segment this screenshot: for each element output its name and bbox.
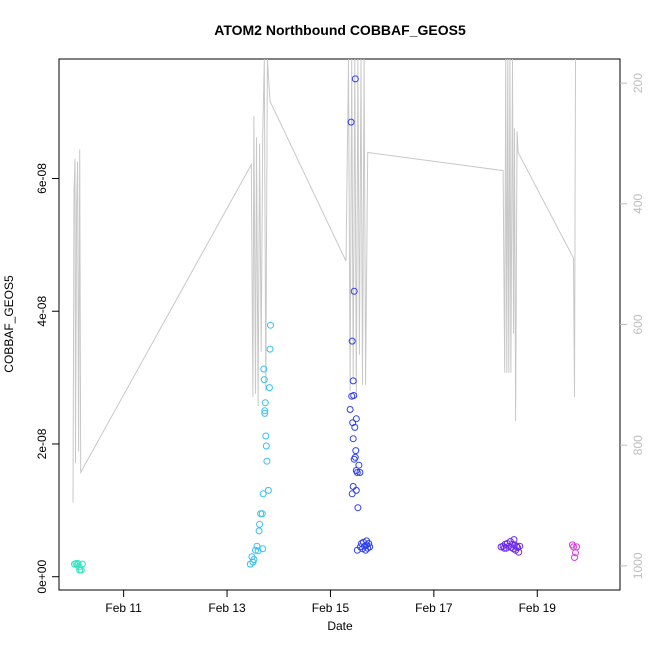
data-point-3-17 <box>500 544 508 552</box>
y-axis-right: 200 400 600 800 1000 <box>620 73 645 579</box>
data-point-1-7 <box>255 527 263 535</box>
data-point-2-17 <box>355 461 363 469</box>
data-point-2-6 <box>346 406 354 413</box>
data-point-1-19 <box>264 486 272 494</box>
data-point-2-1 <box>348 337 356 345</box>
data-point-4-2 <box>571 554 578 561</box>
data-point-1-18 <box>263 457 271 465</box>
data-point-1-6 <box>254 547 262 555</box>
y-tick-label-3: 6e-08 <box>35 163 49 194</box>
y-axis-label: COBBAF_GEOS5 <box>2 275 16 373</box>
data-point-1-5 <box>253 542 261 550</box>
data-point-1-10 <box>258 510 266 518</box>
plot-area-frame <box>58 58 621 591</box>
data-point-1-3 <box>250 556 258 563</box>
data-point-2-18 <box>356 469 364 476</box>
x-tick-label-0: Feb 11 <box>105 601 142 615</box>
data-point-1-17 <box>262 442 270 450</box>
data-point-1-11 <box>259 545 267 553</box>
data-point-1-4 <box>252 546 259 554</box>
chart-title: ATOM2 Northbound COBBAF_GEOS5 <box>214 22 466 38</box>
points-layer <box>71 75 581 574</box>
y-tick-label-2: 4e-08 <box>35 296 49 327</box>
x-tick-label-4: Feb 19 <box>519 601 557 615</box>
data-point-2-14 <box>352 447 360 455</box>
y-right-tick-label-4: 1000 <box>631 552 645 579</box>
data-point-2-34 <box>363 537 371 545</box>
data-point-2-0 <box>347 118 355 126</box>
data-point-2-21 <box>352 486 360 494</box>
pressure-line <box>72 58 576 503</box>
x-tick-label-1: Feb 13 <box>208 601 246 615</box>
data-point-2-5 <box>351 75 359 83</box>
data-point-1-13 <box>260 376 268 384</box>
data-point-2-4 <box>350 287 358 295</box>
data-point-2-24 <box>356 543 364 551</box>
y-right-tick-label-1: 400 <box>631 193 645 213</box>
data-point-2-20 <box>349 483 357 490</box>
x-tick-label-2: Feb 15 <box>312 601 350 615</box>
x-axis: Feb 11 Feb 13 Feb 15 Feb 17 Feb 19 <box>105 589 557 615</box>
data-point-0-3 <box>74 560 82 567</box>
pressure-series-layer <box>72 58 576 503</box>
y-axis-left: 0e+00 2e-08 4e-08 6e-08 <box>35 163 59 594</box>
data-point-2-10 <box>352 415 360 423</box>
data-point-1-20 <box>265 384 273 392</box>
data-point-1-22 <box>267 321 274 329</box>
data-point-2-13 <box>351 453 359 461</box>
data-point-2-31 <box>364 544 372 552</box>
data-point-2-11 <box>349 435 357 443</box>
data-point-1-16 <box>262 432 270 440</box>
data-point-3-12 <box>513 542 521 550</box>
data-point-2-16 <box>353 469 361 476</box>
data-point-2-19 <box>348 490 356 498</box>
data-point-4-4 <box>573 543 581 551</box>
y-right-tick-label-2: 600 <box>631 314 645 334</box>
data-point-2-33 <box>366 543 374 551</box>
y-tick-label-0: 0e+00 <box>35 560 49 594</box>
data-point-0-7 <box>78 560 86 568</box>
data-point-2-22 <box>354 504 362 512</box>
data-point-1-24 <box>261 407 269 415</box>
y-right-tick-label-3: 800 <box>631 435 645 455</box>
data-point-1-8 <box>256 520 264 528</box>
y-tick-label-1: 2e-08 <box>35 428 49 459</box>
data-point-1-23 <box>260 365 268 373</box>
data-point-3-16 <box>510 536 518 544</box>
data-point-2-9 <box>351 423 359 431</box>
x-axis-label: Date <box>327 619 353 633</box>
x-tick-label-3: Feb 17 <box>415 601 453 615</box>
data-point-1-12 <box>259 490 267 498</box>
data-point-3-15 <box>516 542 524 550</box>
data-point-2-2 <box>349 377 357 385</box>
data-point-1-14 <box>261 409 269 417</box>
data-point-2-7 <box>348 392 356 400</box>
data-point-1-15 <box>261 399 269 407</box>
data-point-4-1 <box>570 543 577 551</box>
y-right-tick-label-0: 200 <box>631 73 645 93</box>
data-point-1-21 <box>266 345 274 353</box>
